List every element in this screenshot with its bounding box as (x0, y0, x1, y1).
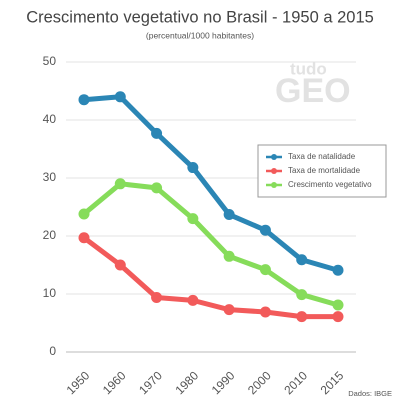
point (332, 264, 344, 276)
point (259, 224, 271, 236)
point (78, 94, 90, 106)
y-tick-label: 30 (43, 170, 57, 184)
point (187, 294, 199, 306)
point (223, 209, 235, 221)
x-tick-label: 1950 (64, 368, 93, 397)
legend-label: Taxa de mortalidade (288, 166, 361, 175)
legend-swatch (271, 154, 277, 160)
point (114, 91, 126, 103)
point (187, 162, 199, 174)
chart-title: Crescimento vegetativo no Brasil - 1950 … (26, 8, 374, 26)
y-tick-label: 40 (43, 112, 57, 126)
watermark: GEO (275, 72, 351, 110)
y-tick-label: 20 (43, 228, 57, 242)
y-tick-label: 50 (43, 54, 57, 68)
x-tick-label: 2010 (281, 368, 310, 397)
source: Dados: IBGE (348, 389, 392, 398)
x-tick-label: 1990 (209, 368, 238, 397)
point (78, 208, 90, 220)
x-tick-label: 2000 (245, 368, 274, 397)
point (259, 306, 271, 318)
line (82, 235, 338, 320)
x-tick-label: 1970 (136, 368, 165, 397)
x-tick-label: 2015 (318, 368, 347, 397)
point (151, 291, 163, 303)
x-tick-label: 1980 (172, 368, 201, 397)
watermark: tudo (290, 59, 327, 78)
line (82, 181, 339, 308)
chart-subtitle: (percentual/1000 habitantes) (146, 30, 254, 40)
point (223, 304, 235, 316)
point (151, 127, 163, 139)
point (259, 264, 271, 276)
x-tick-label: 1960 (100, 368, 129, 397)
line (83, 94, 339, 273)
point (296, 254, 308, 266)
legend-label: Crescimento vegetativo (288, 180, 372, 189)
point (332, 299, 344, 311)
point (151, 182, 163, 194)
point (332, 311, 344, 323)
legend-swatch (271, 168, 277, 174)
y-tick-label: 10 (43, 286, 57, 300)
legend-swatch (271, 182, 277, 188)
legend-label: Taxa de natalidade (288, 152, 356, 161)
y-tick-label: 0 (49, 344, 56, 358)
point (296, 289, 308, 301)
point (296, 311, 308, 323)
point (78, 232, 90, 244)
point (114, 178, 126, 190)
point (223, 250, 235, 262)
point (114, 259, 126, 271)
point (187, 213, 199, 225)
